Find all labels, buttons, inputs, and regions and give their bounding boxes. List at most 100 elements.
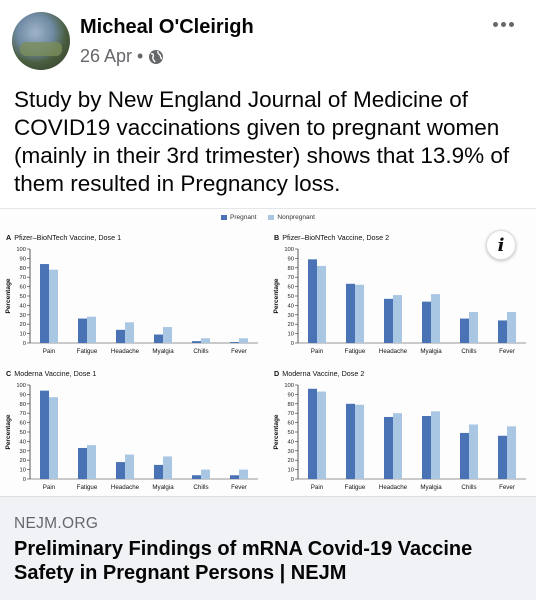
- bar-pregnant-myalgia: [154, 334, 163, 343]
- y-tick-label: 20: [288, 458, 294, 464]
- post-header: Micheal O'Cleirigh 26 Apr •: [12, 8, 524, 72]
- panel-title-c: C Moderna Vaccine, Dose 1: [6, 369, 97, 378]
- y-tick-label: 10: [20, 332, 26, 338]
- y-tick-label: 60: [288, 421, 294, 427]
- y-tick-label: 80: [288, 266, 294, 272]
- bar-pregnant-chills: [192, 341, 201, 343]
- bar-nonpregnant-fatigue: [87, 316, 96, 343]
- bar-nonpregnant-headache: [125, 322, 134, 343]
- bar-pregnant-pain: [40, 264, 49, 343]
- y-tick-label: 0: [23, 477, 26, 483]
- bar-nonpregnant-chills: [201, 469, 210, 479]
- bar-nonpregnant-fatigue: [355, 284, 364, 343]
- x-tick-label: Chills: [193, 484, 208, 491]
- info-icon[interactable]: i: [486, 230, 516, 260]
- bar-nonpregnant-fever: [507, 311, 516, 343]
- y-tick-label: 50: [20, 430, 26, 436]
- bar-pregnant-myalgia: [422, 301, 431, 343]
- author-name[interactable]: Micheal O'Cleirigh: [80, 16, 254, 38]
- legend-swatch-nonpregnant: [268, 215, 275, 220]
- bar-pregnant-chills: [192, 475, 201, 479]
- panel-title-b: B Pfizer–BioNTech Vaccine, Dose 2: [274, 233, 390, 242]
- y-tick-label: 30: [288, 449, 294, 455]
- y-tick-label: 50: [288, 294, 294, 300]
- y-tick-label: 20: [288, 322, 294, 328]
- bar-pregnant-pain: [308, 388, 317, 479]
- bar-nonpregnant-pain: [49, 397, 58, 479]
- y-tick-label: 40: [20, 303, 26, 309]
- bar-pregnant-headache: [384, 416, 393, 479]
- post-date[interactable]: 26 Apr: [80, 46, 133, 66]
- y-axis-label: Percentage: [5, 278, 12, 313]
- y-tick-label: 80: [288, 402, 294, 408]
- x-tick-label: Fatigue: [77, 348, 98, 355]
- bar-nonpregnant-myalgia: [431, 294, 440, 343]
- bar-nonpregnant-pain: [49, 269, 58, 343]
- meta-separator: •: [137, 46, 144, 66]
- chart-svg-d: Percentage 0 10 20 30 40 50 60 70 80 90 100 Pain Fati…: [273, 383, 526, 491]
- bar-nonpregnant-fever: [507, 426, 516, 479]
- y-tick-label: 100: [16, 247, 26, 253]
- more-options-icon[interactable]: [488, 18, 518, 30]
- y-tick-label: 80: [20, 402, 26, 408]
- x-tick-label: Myalgia: [420, 348, 442, 355]
- bar-nonpregnant-headache: [393, 413, 402, 479]
- y-tick-label: 70: [288, 275, 294, 281]
- bar-pregnant-fatigue: [346, 283, 355, 343]
- y-tick-label: 80: [20, 266, 26, 272]
- x-tick-label: Fever: [231, 348, 247, 355]
- bar-nonpregnant-headache: [393, 295, 402, 343]
- post-meta: 26 Apr •: [80, 46, 164, 67]
- y-tick-label: 100: [284, 383, 294, 389]
- bar-pregnant-chills: [460, 318, 469, 343]
- y-tick-label: 10: [288, 468, 294, 474]
- bar-nonpregnant-chills: [469, 424, 478, 479]
- y-tick-label: 90: [288, 256, 294, 262]
- y-axis-label: Percentage: [273, 414, 280, 449]
- y-tick-label: 70: [20, 275, 26, 281]
- x-tick-label: Fatigue: [345, 484, 366, 491]
- chart-legend: Pregnant Nonpregnant: [0, 214, 536, 221]
- y-tick-label: 50: [288, 430, 294, 436]
- x-tick-label: Headache: [111, 348, 140, 355]
- link-title[interactable]: Preliminary Findings of mRNA Covid-19 Va…: [14, 538, 473, 584]
- chart-figure[interactable]: Pregnant Nonpregnant A Pfizer–BioNTech Va…: [0, 208, 536, 496]
- bar-pregnant-fatigue: [78, 447, 87, 479]
- y-tick-label: 100: [16, 383, 26, 389]
- x-tick-label: Pain: [43, 348, 56, 355]
- bar-nonpregnant-myalgia: [163, 327, 172, 343]
- bar-pregnant-chills: [460, 432, 469, 479]
- bar-nonpregnant-chills: [201, 338, 210, 343]
- x-tick-label: Pain: [311, 484, 324, 491]
- legend-item-pregnant: Pregnant: [221, 214, 256, 221]
- chart-panel-d: D Moderna Vaccine, Dose 2 Percentage 0 10 20…: [268, 367, 536, 501]
- y-tick-label: 0: [291, 341, 294, 347]
- y-tick-label: 100: [284, 247, 294, 253]
- y-tick-label: 40: [288, 439, 294, 445]
- y-tick-label: 70: [20, 411, 26, 417]
- bar-nonpregnant-fever: [239, 338, 248, 343]
- post-text: Study by New England Journal of Medicine…: [14, 87, 510, 196]
- bar-pregnant-fatigue: [346, 403, 355, 479]
- x-tick-label: Pain: [311, 348, 324, 355]
- link-domain: NEJM.ORG: [14, 515, 99, 532]
- bar-nonpregnant-myalgia: [431, 411, 440, 479]
- y-tick-label: 30: [288, 313, 294, 319]
- avatar[interactable]: [12, 12, 70, 70]
- link-preview-card[interactable]: NEJM.ORG Preliminary Findings of mRNA Co…: [0, 496, 536, 600]
- y-tick-label: 90: [20, 256, 26, 262]
- x-tick-label: Fever: [231, 484, 247, 491]
- bar-pregnant-fever: [498, 435, 507, 479]
- y-tick-label: 10: [20, 468, 26, 474]
- y-axis-label: Percentage: [5, 414, 12, 449]
- panel-title-a: A Pfizer–BioNTech Vaccine, Dose 1: [6, 233, 122, 242]
- y-tick-label: 60: [20, 421, 26, 427]
- x-tick-label: Headache: [111, 484, 140, 491]
- y-tick-label: 90: [288, 392, 294, 398]
- chart-svg-c: Percentage 0 10 20 30 40 50 60 70 80 90 100 Pain Fati…: [5, 383, 258, 491]
- bar-nonpregnant-pain: [317, 391, 326, 479]
- y-tick-label: 70: [288, 411, 294, 417]
- y-tick-label: 30: [20, 313, 26, 319]
- x-tick-label: Headache: [379, 484, 408, 491]
- legend-label-nonpregnant: Nonpregnant: [277, 214, 315, 221]
